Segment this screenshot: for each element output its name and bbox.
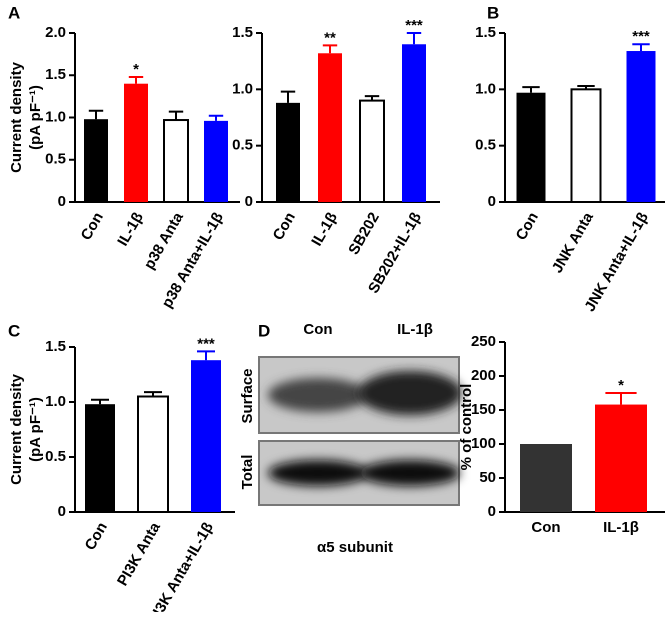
- error-bar: [91, 398, 109, 405]
- y-tick-label: 0: [245, 193, 253, 210]
- panel-label: B: [487, 3, 499, 22]
- error-bar: [128, 75, 144, 84]
- y-tick-label: 1.5: [232, 24, 253, 41]
- bar: [520, 444, 572, 512]
- bar: [359, 99, 385, 203]
- y-tick-label: 1.5: [475, 24, 496, 41]
- lane-label: Con: [303, 321, 332, 338]
- significance: **: [324, 29, 336, 46]
- bar: [85, 404, 115, 512]
- y-tick-label: 0: [58, 193, 66, 210]
- x-tick-label: Con: [82, 519, 111, 553]
- significance: ***: [405, 17, 423, 34]
- y-tick-label: 1.5: [45, 66, 66, 83]
- error-bar: [632, 43, 650, 52]
- x-tick-label: Con: [531, 519, 560, 536]
- error-bar: [322, 44, 338, 54]
- bar: [570, 88, 602, 203]
- y-tick-label: 0.5: [45, 448, 66, 465]
- row-label: Surface: [239, 368, 256, 423]
- panel-label: C: [8, 321, 20, 340]
- y-tick-label: 1.0: [475, 80, 496, 97]
- significance: *: [133, 61, 139, 78]
- y-tick-label: 150: [471, 401, 496, 418]
- y-tick-label: 200: [471, 367, 496, 384]
- error-bar: [168, 110, 184, 121]
- y-tick-label: 50: [479, 469, 496, 486]
- y-tick-label: 1.5: [45, 338, 66, 355]
- y-tick-label: 100: [471, 435, 496, 452]
- blot-caption: α5 subunit: [317, 539, 393, 556]
- bar: [124, 83, 148, 202]
- bar: [163, 119, 189, 203]
- band: [268, 460, 368, 486]
- y-axis-label: Current density: [8, 61, 25, 173]
- significance: ***: [632, 28, 650, 45]
- panel-label: A: [8, 3, 20, 22]
- bar: [204, 120, 228, 202]
- bar: [402, 44, 426, 203]
- y-tick-label: 0: [488, 503, 496, 520]
- x-tick-label: PI3K Anta: [114, 519, 164, 589]
- error-bar: [88, 109, 104, 120]
- band: [360, 460, 460, 486]
- y-tick-label: 1.0: [232, 80, 253, 97]
- y-tick-label: 0: [488, 193, 496, 210]
- bar: [595, 404, 647, 512]
- y-tick-label: 0.5: [45, 151, 66, 168]
- bar: [137, 395, 169, 513]
- bar: [626, 51, 656, 202]
- panel-label: D: [258, 321, 270, 340]
- y-tick-label: 1.0: [45, 393, 66, 410]
- error-bar: [577, 84, 595, 90]
- bar: [516, 92, 546, 202]
- y-tick-label: 0.5: [232, 137, 253, 154]
- x-tick-label: Con: [270, 209, 299, 243]
- y-axis-label: % of control: [458, 384, 475, 471]
- error-bar: [605, 392, 637, 405]
- error-bar: [197, 350, 215, 361]
- x-tick-label: Con: [78, 209, 107, 243]
- x-tick-label: SB202: [345, 209, 383, 257]
- band: [268, 378, 368, 412]
- lane-label: IL-1β: [397, 321, 433, 338]
- error-bar: [208, 114, 224, 121]
- y-tick-label: 0: [58, 503, 66, 520]
- error-bar: [144, 391, 162, 397]
- error-bar: [364, 95, 380, 101]
- row-label: Total: [239, 455, 256, 490]
- x-tick-label: IL-1β: [308, 209, 341, 249]
- bar: [276, 102, 300, 202]
- y-axis-label: (pA pF⁻¹): [27, 85, 44, 150]
- y-axis-label: Current density: [8, 373, 25, 485]
- bar: [84, 119, 108, 202]
- y-tick-label: 250: [471, 333, 496, 350]
- x-tick-label: IL-1β: [603, 519, 639, 536]
- error-bar: [406, 32, 422, 45]
- x-tick-label: IL-1β: [114, 209, 147, 249]
- western-blot: Con IL-1β Surface Total α5 subunit: [239, 321, 462, 556]
- y-tick-label: 1.0: [45, 108, 66, 125]
- y-axis-label: (pA pF⁻¹): [27, 397, 44, 462]
- significance: *: [618, 377, 624, 394]
- band: [358, 371, 462, 415]
- error-bar: [280, 90, 296, 103]
- error-bar: [522, 86, 540, 93]
- x-tick-label: Con: [513, 209, 542, 243]
- y-tick-label: 0.5: [475, 137, 496, 154]
- y-tick-label: 2.0: [45, 24, 66, 41]
- x-tick-label: JNK Anta: [549, 209, 598, 276]
- bar: [318, 53, 342, 202]
- significance: ***: [197, 335, 215, 352]
- bar: [191, 360, 221, 512]
